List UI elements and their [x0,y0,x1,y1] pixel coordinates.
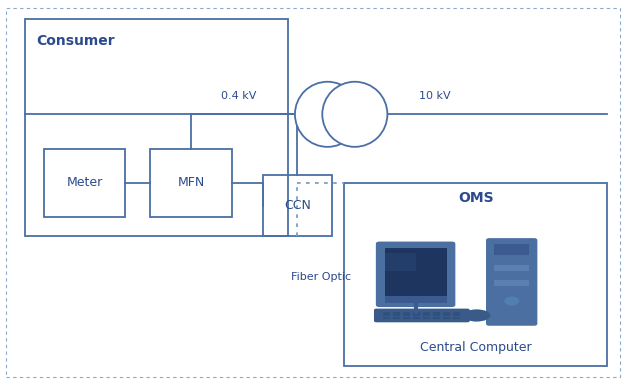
Text: 10 kV: 10 kV [419,91,451,101]
Bar [403,314,410,316]
Text: OMS: OMS [458,190,493,205]
Bar [443,317,450,319]
Bar [423,314,430,316]
Bar [453,314,460,316]
Bar [494,265,529,271]
Text: Fiber Optic: Fiber Optic [291,272,351,282]
Bar [25,19,288,236]
FancyBboxPatch shape [384,248,446,297]
Bar [393,317,400,319]
Bar [433,312,440,314]
Bar [382,314,390,316]
Circle shape [504,296,519,306]
Bar [433,314,440,316]
Bar [408,309,423,314]
Bar [344,183,607,366]
Bar [403,317,410,319]
Bar [413,314,420,316]
Bar [150,149,232,217]
Bar [453,312,460,314]
Bar [44,149,125,217]
Text: Consumer: Consumer [36,34,115,48]
Bar [382,312,390,314]
Bar [413,312,420,314]
Bar [494,244,529,255]
Text: Central Computer: Central Computer [420,341,531,354]
Text: 0.4 kV: 0.4 kV [221,91,257,101]
Bar [393,312,400,314]
FancyBboxPatch shape [374,309,470,322]
Bar [423,312,430,314]
Bar [443,314,450,316]
Bar [393,314,400,316]
Text: CCN: CCN [284,199,310,212]
Ellipse shape [463,309,490,322]
FancyBboxPatch shape [486,238,537,326]
Bar [453,317,460,319]
Ellipse shape [322,82,387,147]
Text: MFN: MFN [177,176,205,189]
Bar [263,175,332,236]
Bar [443,312,450,314]
Bar [423,317,430,319]
Bar [382,317,390,319]
Bar [413,317,420,319]
Bar [403,312,410,314]
Bar [494,280,529,286]
Bar [384,296,446,303]
Bar [433,317,440,319]
Text: Meter: Meter [66,176,103,189]
FancyBboxPatch shape [384,253,416,271]
Ellipse shape [295,82,360,147]
FancyBboxPatch shape [376,242,455,307]
